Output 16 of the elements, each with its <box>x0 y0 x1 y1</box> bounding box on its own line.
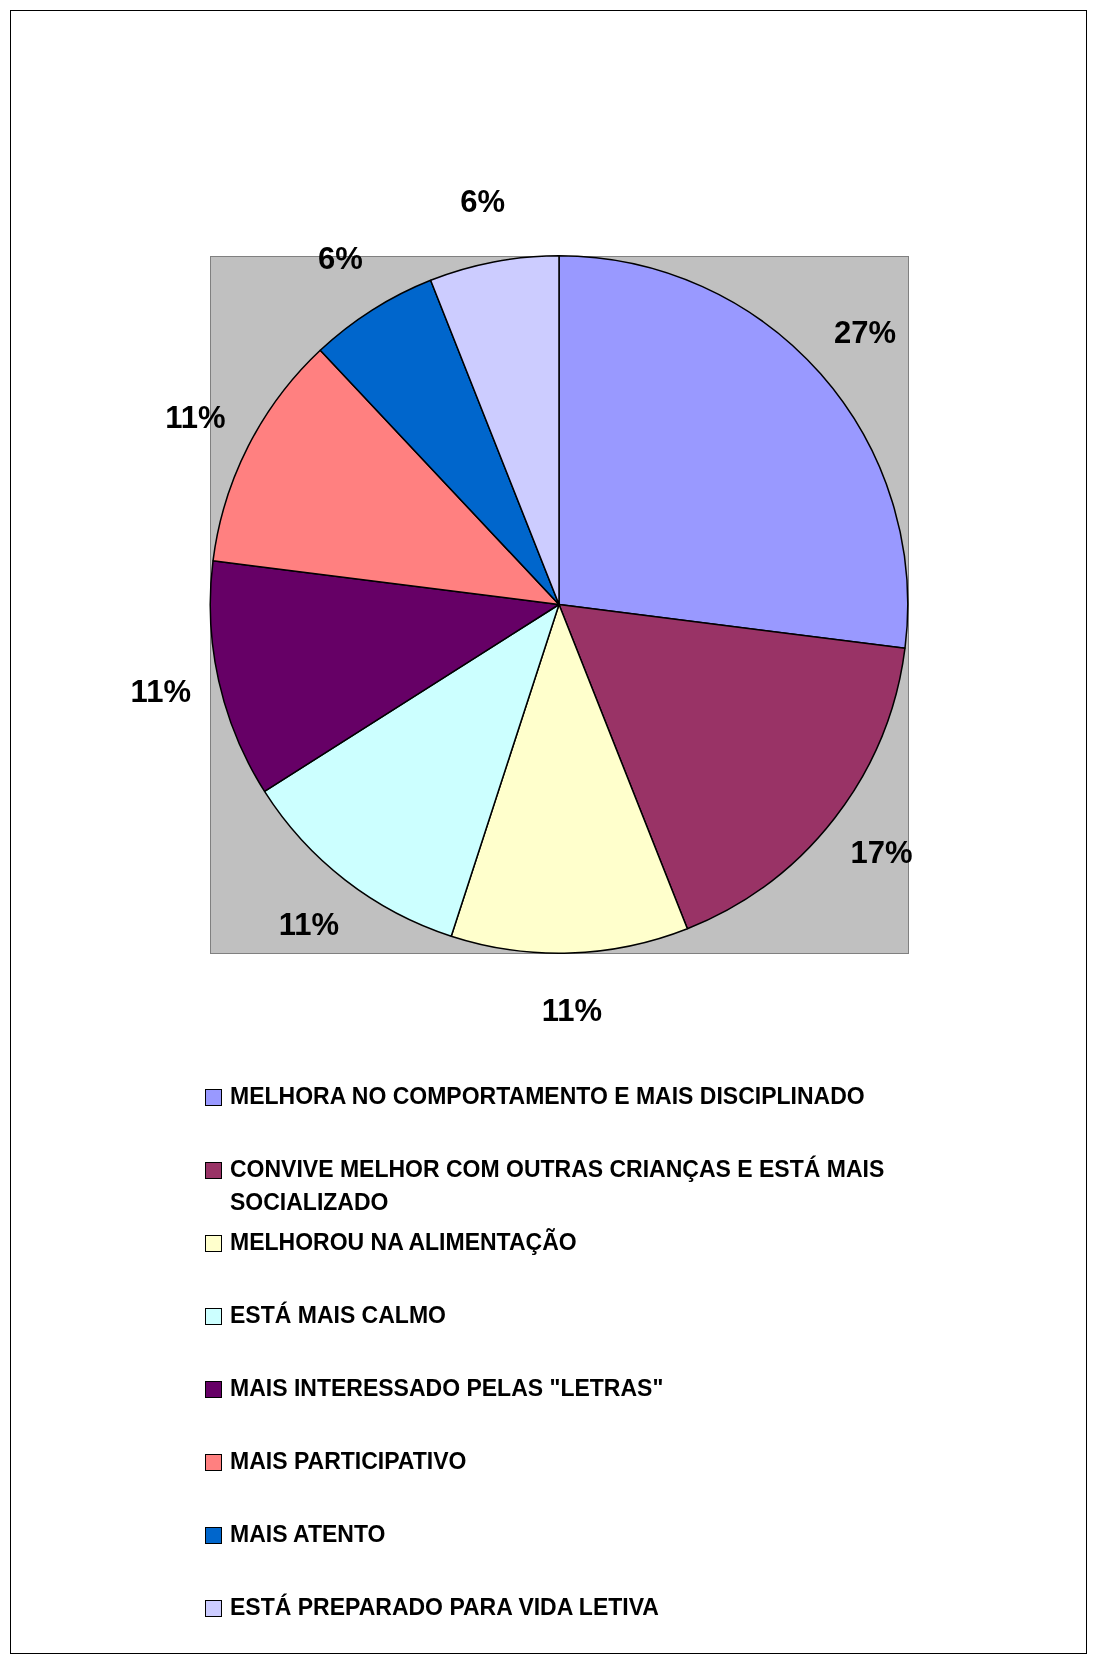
data-label: 11% <box>130 674 191 710</box>
data-label: 27% <box>834 315 897 351</box>
data-label: 17% <box>850 835 913 871</box>
data-label: 11% <box>278 907 340 943</box>
data-label: 11% <box>165 399 226 435</box>
legend-label: MELHOROU NA ALIMENTAÇÃO <box>230 1227 577 1257</box>
data-label: 6% <box>460 184 505 220</box>
legend-label: ESTÁ PREPARADO PARA VIDA LETIVA <box>230 1592 659 1622</box>
legend-label: ESTÁ MAIS CALMO <box>230 1300 446 1330</box>
legend-label: MELHORA NO COMPORTAMENTO E MAIS DISCIPLINADO <box>230 1082 865 1111</box>
data-label: 11% <box>541 992 602 1028</box>
legend-label: MAIS INTERESSADO PELAS "LETRAS" <box>230 1374 664 1403</box>
legend-label: CONVIVE MELHOR COM OUTRAS CRIANÇAS E ESTÁ MAIS SOCIALIZADO <box>230 1154 886 1217</box>
data-label: 6% <box>317 240 363 276</box>
legend-label: MAIS PARTICIPATIVO <box>230 1447 467 1476</box>
legend-label: MAIS ATENTO <box>230 1520 386 1549</box>
